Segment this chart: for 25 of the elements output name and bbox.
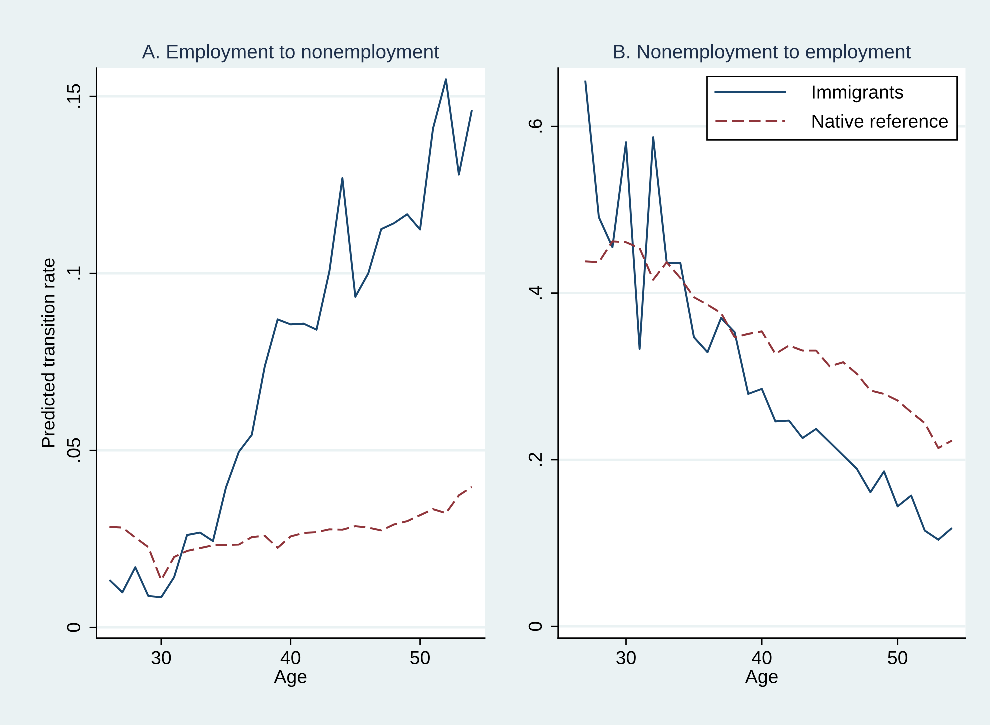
legend-label: Immigrants: [813, 85, 904, 103]
line-series: [108, 486, 474, 582]
line-series: [584, 80, 954, 541]
chart-title: A. Employment to nonemployment: [142, 44, 440, 63]
y-tick-label: .2: [528, 453, 542, 466]
y-tick-label: .1: [67, 266, 80, 280]
y-tick-label: 0: [67, 623, 81, 632]
x-axis-title: Age: [274, 670, 307, 688]
legend-label: Native reference: [812, 114, 948, 128]
line-series: [108, 78, 474, 599]
x-tick-label: 50: [888, 651, 908, 665]
y-tick-label: .05: [67, 438, 81, 462]
chart-title: B. Nonemployment to employment: [614, 44, 912, 63]
x-tick-label: 40: [280, 651, 301, 665]
x-tick-label: 50: [410, 651, 430, 665]
x-axis-title: Age: [745, 670, 778, 688]
y-tick-label: 0: [528, 622, 542, 632]
x-tick-label: 30: [616, 651, 636, 665]
y-tick-label: .6: [528, 120, 542, 133]
x-tick-label: 40: [752, 651, 772, 665]
line-series: [584, 240, 954, 450]
x-tick-label: 30: [152, 651, 172, 665]
y-axis-title: Predicted transition rate: [42, 258, 55, 448]
y-tick-label: .4: [529, 286, 542, 300]
y-tick-label: .15: [67, 84, 81, 108]
